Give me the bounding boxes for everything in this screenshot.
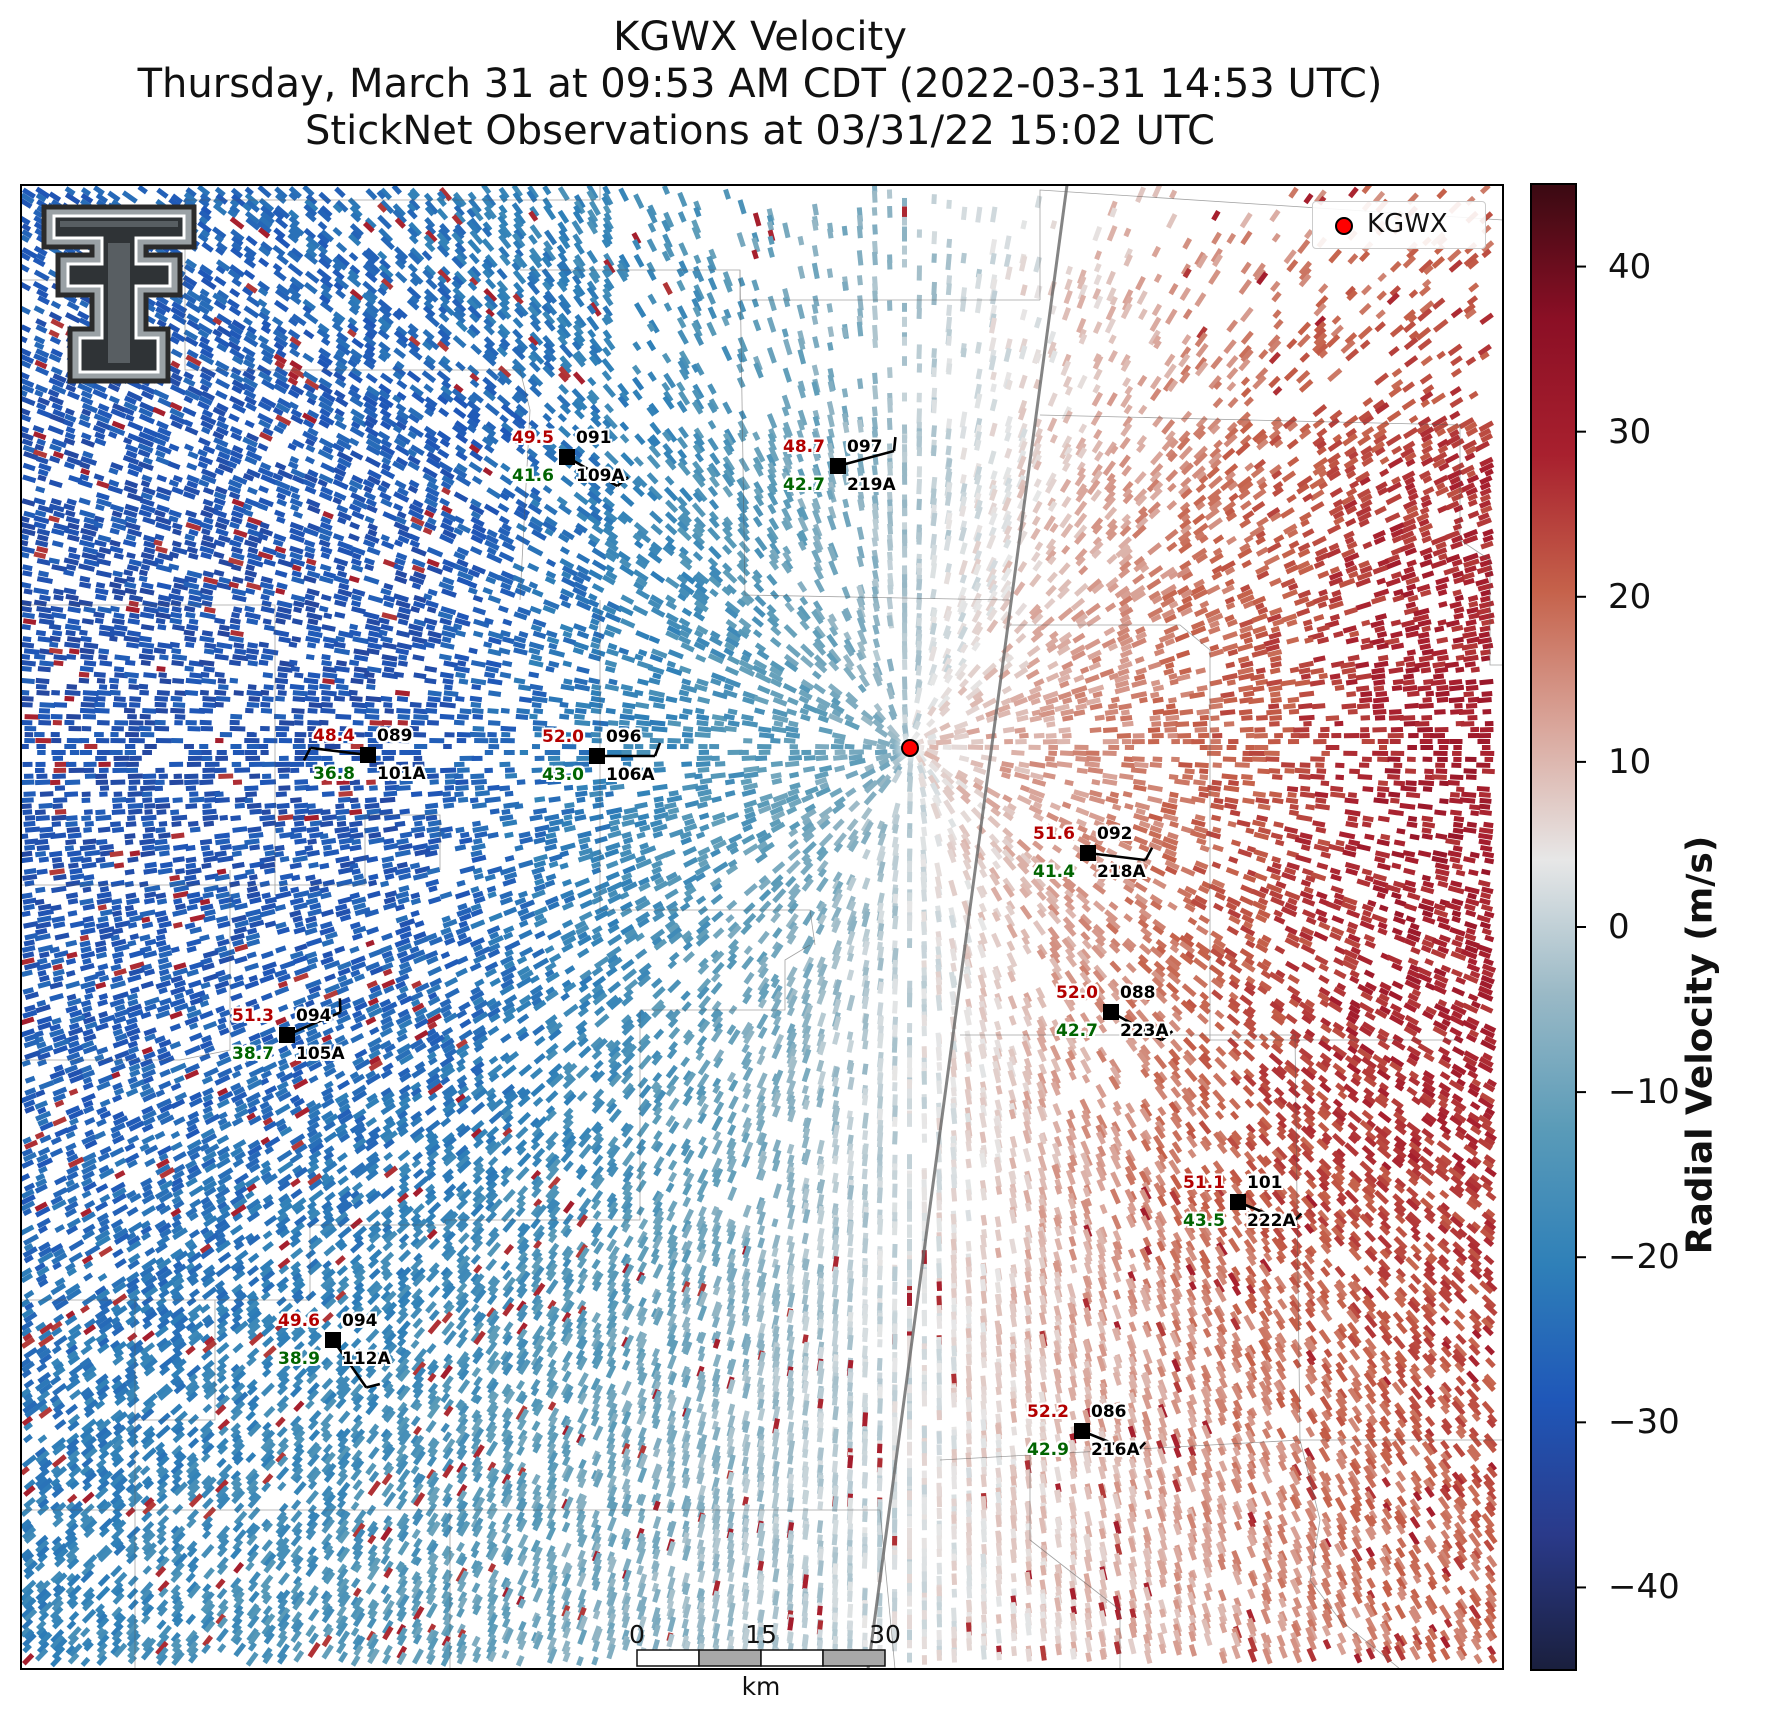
- scale-bar: [636, 1649, 886, 1667]
- station-dewpoint: 41.4: [1033, 862, 1075, 882]
- station-pressure: 091: [576, 428, 612, 448]
- station-id: 101A: [377, 764, 426, 784]
- station-temperature: 51.1: [1183, 1173, 1225, 1193]
- wind-barb: [279, 998, 342, 1043]
- station-marker: [279, 1027, 295, 1043]
- wind-barb: [1103, 1004, 1174, 1042]
- station-dewpoint: 42.7: [1056, 1021, 1098, 1041]
- colorbar: [1530, 183, 1577, 1671]
- station-marker: [1074, 1423, 1090, 1439]
- station-marker: [360, 747, 376, 763]
- wind-barbs: [279, 436, 1303, 1454]
- county-boundaries: [21, 185, 1503, 1669]
- colorbar-tick-marks: [1576, 265, 1586, 1589]
- wind-barb: [302, 746, 376, 763]
- station-pressure: 101: [1247, 1173, 1283, 1193]
- colorbar-tick-label: −10: [1608, 1072, 1680, 1113]
- station-pressure: 094: [342, 1311, 378, 1331]
- colorbar-tick-label: 40: [1608, 246, 1652, 287]
- station-pressure: 089: [377, 726, 413, 746]
- station-dewpoint: 43.0: [542, 765, 584, 785]
- station-id: 223A: [1120, 1021, 1169, 1041]
- legend: KGWX: [1312, 201, 1486, 249]
- station-pressure: 086: [1091, 1402, 1127, 1422]
- texas-tech-double-t-logo: [41, 204, 197, 384]
- station-pressure: 094: [296, 1006, 332, 1026]
- wind-barb: [1230, 1194, 1303, 1225]
- scale-tick-30: 30: [869, 1620, 901, 1649]
- scale-tick-0: 0: [629, 1620, 645, 1649]
- station-temperature: 52.0: [542, 727, 584, 747]
- colorbar-tick-label: 30: [1608, 411, 1652, 452]
- wind-barb: [830, 436, 897, 474]
- station-id: 109A: [576, 466, 625, 486]
- station-pressure: 097: [847, 437, 883, 457]
- station-temperature: 52.0: [1056, 983, 1098, 1003]
- station-id: 105A: [296, 1044, 345, 1064]
- station-id: 106A: [606, 765, 655, 785]
- colorbar-tick-label: −20: [1608, 1237, 1680, 1278]
- station-marker: [1080, 845, 1096, 861]
- station-id: 216A: [1091, 1440, 1140, 1460]
- colorbar-tick-label: 10: [1608, 741, 1652, 782]
- colorbar-tick-label: −40: [1608, 1567, 1680, 1608]
- station-dewpoint: 42.7: [783, 475, 825, 495]
- radar-site-marker: [901, 739, 919, 757]
- station-marker: [1230, 1194, 1246, 1210]
- station-temperature: 49.5: [512, 428, 554, 448]
- wind-barb: [589, 742, 662, 764]
- colorbar-tick-label: 20: [1608, 576, 1652, 617]
- station-temperature: 52.2: [1027, 1402, 1069, 1422]
- legend-label: KGWX: [1367, 209, 1448, 239]
- wind-barb: [325, 1332, 381, 1389]
- station-id: 222A: [1247, 1211, 1296, 1231]
- colorbar-tick-label: −30: [1608, 1402, 1680, 1443]
- station-dewpoint: 36.8: [313, 764, 355, 784]
- title-line-2: Thursday, March 31 at 09:53 AM CDT (2022…: [137, 61, 1383, 107]
- wind-barb: [559, 449, 629, 488]
- map-frame: [20, 184, 1504, 1670]
- station-marker: [559, 449, 575, 465]
- colorbar-tick-label: 0: [1608, 907, 1630, 947]
- station-dewpoint: 42.9: [1027, 1440, 1069, 1460]
- colorbar-label: Radial Velocity (m/s): [1679, 835, 1721, 1255]
- station-marker: [830, 458, 846, 474]
- station-id: 112A: [342, 1349, 391, 1369]
- station-marker: [589, 748, 605, 764]
- figure-title: KGWX Velocity Thursday, March 31 at 09:5…: [20, 14, 1500, 155]
- station-pressure: 096: [606, 727, 642, 747]
- wind-barb: [1074, 1423, 1147, 1454]
- velocity-field: [21, 185, 1498, 1668]
- state-line: [866, 185, 1069, 1669]
- station-dewpoint: 38.9: [278, 1349, 320, 1369]
- title-line-1: KGWX Velocity: [613, 14, 907, 60]
- scale-tick-15: 15: [745, 1620, 777, 1649]
- station-temperature: 48.7: [783, 437, 825, 457]
- station-temperature: 49.6: [278, 1311, 320, 1331]
- station-pressure: 092: [1097, 824, 1133, 844]
- station-id: 218A: [1097, 862, 1146, 882]
- station-marker: [1103, 1004, 1119, 1020]
- wind-barb: [1080, 845, 1154, 862]
- station-temperature: 51.6: [1033, 824, 1075, 844]
- station-pressure: 088: [1120, 983, 1156, 1003]
- station-id: 219A: [847, 475, 896, 495]
- station-temperature: 48.4: [313, 726, 355, 746]
- station-marker: [325, 1332, 341, 1348]
- scale-unit: km: [741, 1672, 781, 1701]
- station-dewpoint: 41.6: [512, 466, 554, 486]
- title-line-3: StickNet Observations at 03/31/22 15:02 …: [305, 108, 1215, 154]
- station-dewpoint: 38.7: [232, 1044, 274, 1064]
- station-dewpoint: 43.5: [1183, 1211, 1225, 1231]
- radar-site-legend-marker: [1335, 217, 1353, 235]
- station-temperature: 51.3: [232, 1006, 274, 1026]
